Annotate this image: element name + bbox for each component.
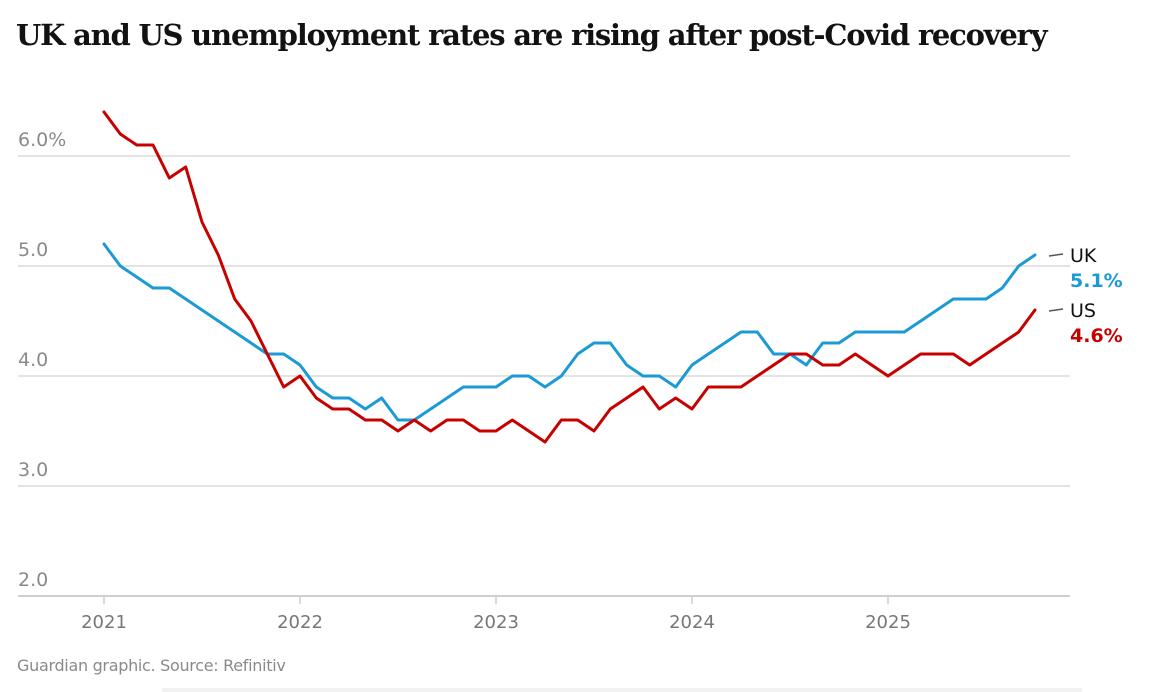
leader-line-uk bbox=[1048, 253, 1064, 257]
series-name-us: US bbox=[1070, 300, 1096, 322]
y-axis-labels: 2.0 3.0 4.0 5.0 6.0% bbox=[18, 129, 66, 591]
series-end-value-uk: 5.1% bbox=[1070, 270, 1123, 292]
y-tick-label: 5.0 bbox=[18, 239, 48, 261]
y-tick-label: 4.0 bbox=[18, 349, 48, 371]
x-tick-label: 2024 bbox=[669, 612, 715, 633]
x-tick-label: 2021 bbox=[81, 612, 127, 633]
y-tick-label: 3.0 bbox=[18, 459, 48, 481]
series-end-value-us: 4.6% bbox=[1070, 325, 1123, 347]
series-lines bbox=[102, 110, 1037, 444]
y-tick-label: 2.0 bbox=[18, 569, 48, 591]
source-note: Guardian graphic. Source: Refinitiv bbox=[17, 656, 286, 675]
leader-line-us bbox=[1048, 308, 1064, 312]
bottom-divider bbox=[162, 688, 1082, 692]
series-line-uk bbox=[102, 242, 1037, 422]
x-axis: 2021 2022 2023 2024 2025 bbox=[81, 596, 911, 633]
series-line-us bbox=[102, 110, 1037, 444]
chart-title: UK and US unemployment rates are rising … bbox=[16, 18, 1048, 52]
end-labels: UK 5.1% US 4.6% bbox=[1048, 245, 1123, 347]
y-tick-label: 6.0% bbox=[18, 129, 66, 151]
gridlines bbox=[18, 155, 1070, 597]
series-name-uk: UK bbox=[1070, 245, 1097, 267]
x-tick-label: 2022 bbox=[277, 612, 323, 633]
x-tick-label: 2023 bbox=[473, 612, 519, 633]
x-tick-label: 2025 bbox=[865, 612, 911, 633]
